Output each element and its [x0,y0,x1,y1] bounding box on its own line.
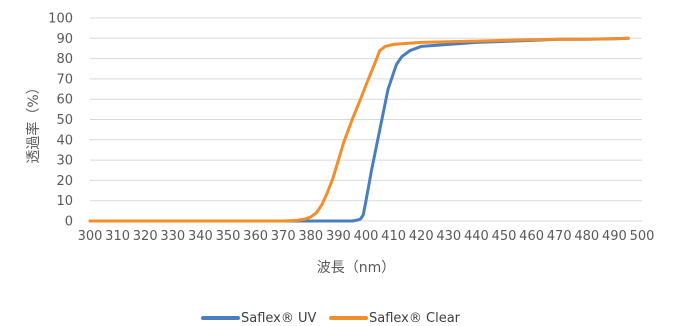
series-line-saflex-clear [88,36,630,223]
x-tick-label: 490 [602,229,627,244]
legend: Saflex® UV Saflex® Clear [201,311,461,326]
y-tick-label: 0 [65,215,73,230]
y-tick-label: 90 [56,32,73,47]
x-tick-label: 330 [160,229,185,244]
y-tick-label: 20 [56,174,73,189]
series-lines [88,36,630,223]
x-tick-label: 360 [243,229,268,244]
y-tick-label: 10 [56,194,73,209]
x-tick-label: 500 [630,229,655,244]
gridlines [90,17,642,222]
y-tick-label: 30 [56,154,73,169]
y-tick-labels: 0 10 20 30 40 50 60 70 80 90 100 [48,12,73,230]
x-tick-label: 340 [188,229,213,244]
x-tick-label: 370 [271,229,296,244]
y-tick-label: 80 [56,52,73,67]
legend-label-saflex-uv: Saflex® UV [241,311,317,326]
x-tick-label: 470 [547,229,572,244]
x-tick-label: 400 [354,229,379,244]
x-tick-label: 440 [464,229,489,244]
x-tick-label: 320 [133,229,158,244]
y-axis-title: 透過率（%） [25,80,42,163]
x-tick-label: 480 [574,229,599,244]
y-tick-label: 70 [56,72,73,87]
x-tick-label: 450 [492,229,517,244]
x-tick-label: 390 [326,229,351,244]
series-line-saflex-uv [88,36,630,223]
y-tick-label: 50 [56,113,73,128]
legend-label-saflex-clear: Saflex® Clear [369,311,461,326]
x-tick-label: 380 [298,229,323,244]
x-tick-label: 410 [381,229,406,244]
x-tick-label: 350 [216,229,241,244]
x-tick-label: 460 [519,229,544,244]
x-tick-label: 420 [409,229,434,244]
x-tick-label: 430 [436,229,461,244]
x-tick-label: 310 [105,229,130,244]
y-tick-label: 60 [56,93,73,108]
x-tick-label: 300 [78,229,103,244]
x-axis-title: 波長（nm） [317,260,396,276]
y-tick-label: 40 [56,133,73,148]
y-tick-label: 100 [48,12,73,27]
x-tick-labels: 300 310 320 330 340 350 360 370 380 390 400 410 420 4… [78,229,655,244]
